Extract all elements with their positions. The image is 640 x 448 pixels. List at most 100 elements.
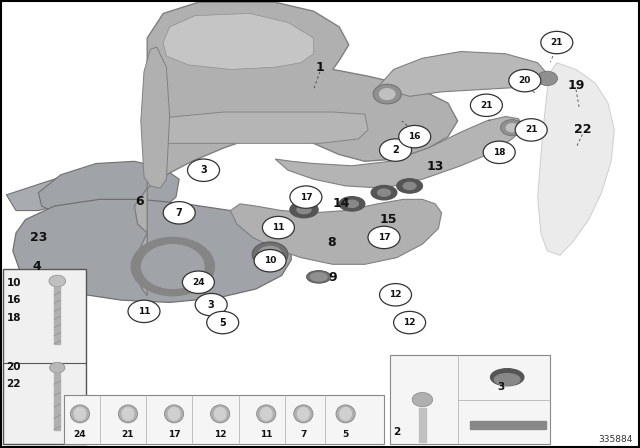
- Bar: [54, 373, 61, 430]
- Text: 16: 16: [6, 295, 21, 305]
- Circle shape: [259, 246, 282, 263]
- Circle shape: [182, 271, 214, 293]
- Ellipse shape: [298, 408, 309, 420]
- Circle shape: [380, 89, 395, 99]
- Polygon shape: [6, 174, 96, 211]
- Ellipse shape: [494, 374, 520, 385]
- Text: 11: 11: [138, 307, 150, 316]
- Circle shape: [50, 362, 65, 373]
- Ellipse shape: [397, 179, 422, 193]
- Circle shape: [195, 293, 227, 316]
- Text: 12: 12: [403, 318, 416, 327]
- Text: 1: 1: [316, 60, 324, 74]
- Ellipse shape: [122, 408, 134, 420]
- Ellipse shape: [164, 405, 184, 423]
- Circle shape: [541, 31, 573, 54]
- Text: 12: 12: [214, 430, 227, 439]
- Ellipse shape: [340, 408, 351, 420]
- Text: 2: 2: [394, 427, 401, 437]
- Ellipse shape: [214, 408, 226, 420]
- Circle shape: [380, 139, 412, 161]
- Circle shape: [163, 202, 195, 224]
- Circle shape: [207, 311, 239, 334]
- Bar: [54, 287, 61, 344]
- Text: 9: 9: [328, 271, 337, 284]
- Text: 15: 15: [380, 213, 397, 226]
- Ellipse shape: [294, 405, 313, 423]
- Polygon shape: [163, 13, 314, 69]
- Text: 21: 21: [525, 125, 538, 134]
- Text: 22: 22: [6, 379, 21, 389]
- Text: 5: 5: [342, 430, 349, 439]
- Text: 21: 21: [480, 101, 493, 110]
- Circle shape: [506, 124, 518, 132]
- Text: 13: 13: [426, 160, 444, 173]
- Text: 4: 4: [33, 260, 42, 273]
- Text: 17: 17: [378, 233, 390, 242]
- Circle shape: [483, 141, 515, 164]
- Text: 10: 10: [6, 278, 21, 288]
- FancyBboxPatch shape: [3, 269, 86, 444]
- Text: 3: 3: [498, 383, 505, 392]
- Text: 24: 24: [192, 278, 205, 287]
- Text: 11: 11: [272, 223, 285, 232]
- Ellipse shape: [211, 405, 230, 423]
- Circle shape: [470, 94, 502, 116]
- Circle shape: [368, 226, 400, 249]
- Circle shape: [141, 245, 204, 289]
- Circle shape: [394, 311, 426, 334]
- Polygon shape: [275, 116, 525, 188]
- Polygon shape: [538, 63, 614, 255]
- Text: 20: 20: [518, 76, 531, 85]
- Text: 7: 7: [300, 430, 307, 439]
- Ellipse shape: [490, 369, 524, 386]
- Polygon shape: [378, 52, 547, 96]
- Polygon shape: [141, 47, 170, 188]
- Circle shape: [49, 275, 66, 287]
- Ellipse shape: [378, 189, 390, 196]
- Circle shape: [131, 237, 214, 296]
- Ellipse shape: [260, 408, 272, 420]
- Text: 2: 2: [392, 145, 399, 155]
- Bar: [419, 408, 426, 442]
- Text: 5: 5: [220, 318, 226, 327]
- Circle shape: [254, 250, 286, 272]
- Ellipse shape: [346, 200, 358, 207]
- Text: 12: 12: [389, 290, 402, 299]
- Ellipse shape: [371, 185, 397, 200]
- Text: 335884: 335884: [598, 435, 632, 444]
- Ellipse shape: [70, 405, 90, 423]
- Text: 22: 22: [573, 123, 591, 137]
- Text: 18: 18: [6, 313, 21, 323]
- Polygon shape: [38, 161, 179, 222]
- FancyBboxPatch shape: [390, 355, 550, 444]
- Circle shape: [128, 300, 160, 323]
- Ellipse shape: [257, 405, 276, 423]
- Polygon shape: [134, 2, 458, 296]
- Text: 16: 16: [408, 132, 421, 141]
- Circle shape: [412, 392, 433, 407]
- Text: 18: 18: [493, 148, 506, 157]
- Text: 20: 20: [6, 362, 21, 372]
- Circle shape: [252, 242, 288, 267]
- Ellipse shape: [336, 405, 355, 423]
- Text: 19: 19: [567, 78, 585, 92]
- Text: 21: 21: [122, 430, 134, 439]
- Polygon shape: [13, 199, 291, 302]
- Text: 14: 14: [332, 197, 350, 211]
- Text: 17: 17: [168, 430, 180, 439]
- Text: 10: 10: [264, 256, 276, 265]
- Text: 7: 7: [176, 208, 182, 218]
- Circle shape: [399, 125, 431, 148]
- Text: 6: 6: [135, 195, 144, 208]
- Polygon shape: [150, 112, 368, 143]
- Circle shape: [373, 84, 401, 104]
- Circle shape: [500, 120, 524, 136]
- Text: 23: 23: [29, 231, 47, 244]
- Text: 3: 3: [200, 165, 207, 175]
- Circle shape: [290, 186, 322, 208]
- Ellipse shape: [297, 206, 311, 214]
- Circle shape: [380, 284, 412, 306]
- Text: 3: 3: [208, 300, 214, 310]
- Text: 21: 21: [550, 38, 563, 47]
